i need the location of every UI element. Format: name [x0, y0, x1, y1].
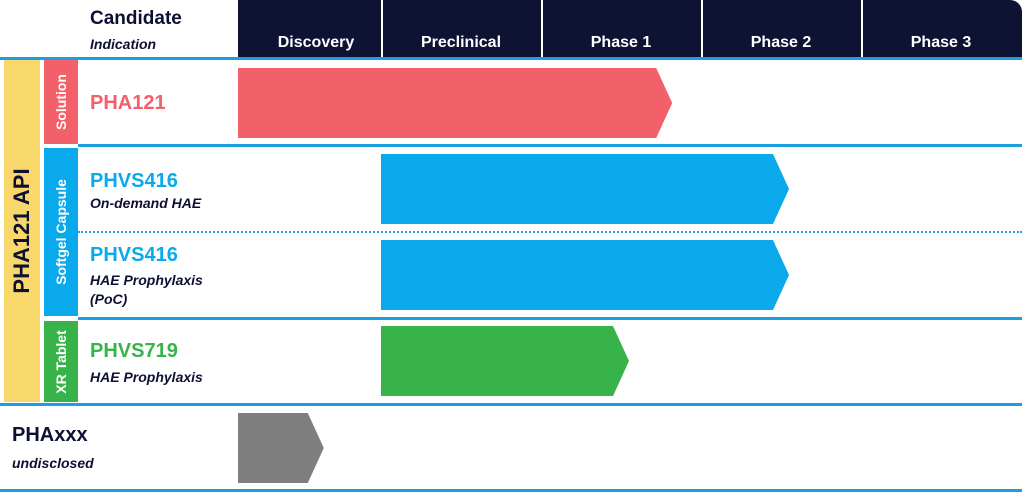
- candidate-name: PHVS416: [90, 244, 178, 266]
- progress-arrow-phvs416: [381, 240, 789, 310]
- indication-text: On-demand HAE: [90, 195, 202, 211]
- candidate-name: PHVS416: [90, 170, 178, 192]
- phase-2-label: Phase 2: [750, 34, 812, 51]
- candidate-name: PHAxxx: [12, 424, 88, 446]
- phase-1-label: Phase 1: [590, 34, 652, 51]
- phase-divider: [701, 0, 703, 58]
- formulation-xr-tablet: XR Tablet: [44, 321, 78, 402]
- indication-text: HAE Prophylaxis: [90, 272, 203, 288]
- phase-divider: [861, 0, 863, 58]
- api-group-label: PHA121 API: [4, 60, 40, 402]
- indication-text: undisclosed: [12, 455, 94, 471]
- progress-arrow-pha121: [238, 68, 673, 138]
- row-divider: [78, 144, 1022, 147]
- formulation-softgel-capsule: Softgel Capsule: [44, 148, 78, 316]
- progress-arrow-phvs719: [381, 326, 629, 396]
- progress-arrow-phvs416: [381, 154, 789, 224]
- candidate-name: PHVS719: [90, 340, 178, 362]
- phase-3-label: Phase 3: [910, 34, 972, 51]
- phase-header-bar: Discovery Preclinical Phase 1 Phase 2 Ph…: [238, 0, 1022, 58]
- progress-arrow-phaxxx: [238, 413, 324, 483]
- phase-divider: [541, 0, 543, 58]
- phase-divider: [381, 0, 383, 58]
- candidate-name: PHA121: [90, 92, 166, 114]
- phase-preclinical-label: Preclinical: [420, 34, 502, 51]
- row-divider-dotted: [78, 231, 1022, 233]
- row-divider: [0, 403, 1022, 406]
- row-divider: [0, 57, 1022, 60]
- phase-discovery-label: Discovery: [277, 34, 355, 51]
- indication-header: Indication: [90, 36, 157, 52]
- indication-text: (PoC): [90, 291, 128, 307]
- row-divider: [0, 489, 1022, 492]
- formulation-solution: Solution: [44, 60, 78, 144]
- row-divider: [78, 317, 1022, 320]
- indication-text: HAE Prophylaxis: [90, 369, 203, 385]
- candidate-header: Candidate: [90, 8, 182, 29]
